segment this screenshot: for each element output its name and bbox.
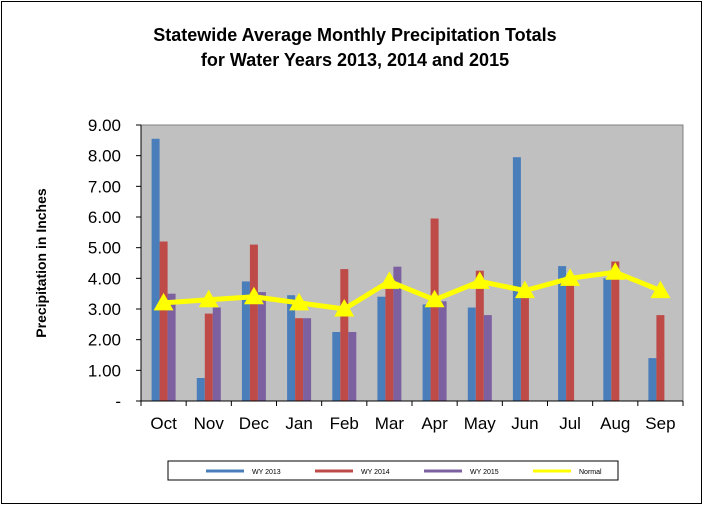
y-tick-label: 9.00 <box>88 116 121 135</box>
legend-label-normal: Normal <box>579 469 602 476</box>
x-tick-label-sep: Sep <box>645 414 675 433</box>
plot-area <box>140 124 684 402</box>
bar-wy2013-aug <box>603 278 612 401</box>
bar-wy2014-sep <box>656 315 665 401</box>
bar-wy2014-dec <box>249 244 258 401</box>
x-tick-label-mar: Mar <box>375 414 405 433</box>
x-tick-label-aug: Aug <box>600 414 630 433</box>
y-axis-label: Precipitation in Inches <box>33 188 49 338</box>
bar-wy2013-mar <box>377 296 386 401</box>
bar-wy2014-jan <box>295 318 304 401</box>
chart-title-line-1: Statewide Average Monthly Precipitation … <box>153 25 556 45</box>
legend-label-wy2015: WY 2015 <box>470 469 499 476</box>
x-tick-label-apr: Apr <box>421 414 448 433</box>
normal-marker-dec <box>243 286 264 305</box>
bar-wy2013-may <box>467 307 476 401</box>
bar-wy2013-apr <box>422 304 431 401</box>
legend: WY 2013 WY 2014 WY 2015 Normal <box>167 460 619 481</box>
bar-wy2013-oct <box>151 138 160 402</box>
normal-marker-jan <box>289 292 310 311</box>
bar-wy2013-nov <box>196 378 205 401</box>
normal-marker-feb <box>334 299 355 317</box>
legend-box <box>167 460 619 481</box>
bar-wy2015-feb <box>348 332 357 401</box>
x-tick-label-nov: Nov <box>194 414 225 433</box>
bar-wy2015-jan <box>303 318 312 401</box>
x-tick-label-oct: Oct <box>150 414 177 433</box>
y-tick-label: 1.00 <box>88 361 121 380</box>
y-tick-label: 3.00 <box>88 300 121 319</box>
bar-wy2013-feb <box>332 332 341 401</box>
normal-marker-mar <box>379 271 400 289</box>
bar-wy2014-nov <box>204 313 213 401</box>
bar-wy2014-may <box>475 270 484 401</box>
y-tick-label: 7.00 <box>88 177 121 196</box>
normal-marker-oct <box>153 292 174 311</box>
legend-label-wy2014: WY 2014 <box>361 469 390 476</box>
x-tick-label-jun: Jun <box>511 414 538 433</box>
bar-wy2014-feb <box>340 269 349 401</box>
x-tick-label-jul: Jul <box>559 414 581 433</box>
axes-layer: - 1.00 2.00 3.00 4.00 5.00 6.00 7.00 8.00 9.00 Oct… <box>88 116 684 433</box>
normal-marker-aug <box>605 262 626 280</box>
bar-wy2013-jun <box>512 157 521 401</box>
bar-wy2014-oct <box>159 241 168 401</box>
bar-wy2015-dec <box>257 292 266 401</box>
chart-title-line-2: for Water Years 2013, 2014 and 2015 <box>201 50 509 70</box>
y-tick-label: - <box>115 392 121 411</box>
bar-wy2014-apr <box>430 218 439 401</box>
bar-wy2013-jan <box>287 295 296 401</box>
y-tick-label: 4.00 <box>88 269 121 288</box>
bar-wy2015-may <box>483 315 492 401</box>
y-tick-label: 8.00 <box>88 147 121 166</box>
legend-label-wy2013: WY 2013 <box>252 469 281 476</box>
x-tick-label-jan: Jan <box>285 414 312 433</box>
normal-line <box>163 269 662 312</box>
normal-marker-sep <box>650 280 671 299</box>
bar-wy2014-jul <box>566 279 575 401</box>
normal-marker-jun <box>514 280 535 299</box>
bar-wy2015-oct <box>167 293 176 401</box>
bar-wy2015-apr <box>438 301 447 401</box>
normal-marker-nov <box>198 289 219 308</box>
normal-line-layer <box>153 262 671 317</box>
y-tick-label: 2.00 <box>88 331 121 350</box>
normal-marker-jul <box>560 268 581 286</box>
bar-wy2013-sep <box>648 358 657 401</box>
normal-marker-may <box>469 271 490 289</box>
bar-wy2015-mar <box>393 266 402 401</box>
x-tick-label-dec: Dec <box>239 414 270 433</box>
bars-layer <box>151 138 665 402</box>
bar-wy2013-jul <box>558 266 567 401</box>
bar-wy2014-jun <box>520 295 529 401</box>
y-tick-label: 6.00 <box>88 208 121 227</box>
normal-marker-apr <box>424 289 445 308</box>
bar-wy2014-mar <box>385 282 394 401</box>
bar-wy2014-aug <box>611 261 620 401</box>
x-tick-label-may: May <box>464 414 497 433</box>
y-tick-label: 5.00 <box>88 239 121 258</box>
x-tick-label-feb: Feb <box>330 414 359 433</box>
bar-wy2015-nov <box>212 307 221 401</box>
bar-wy2013-dec <box>241 281 250 401</box>
